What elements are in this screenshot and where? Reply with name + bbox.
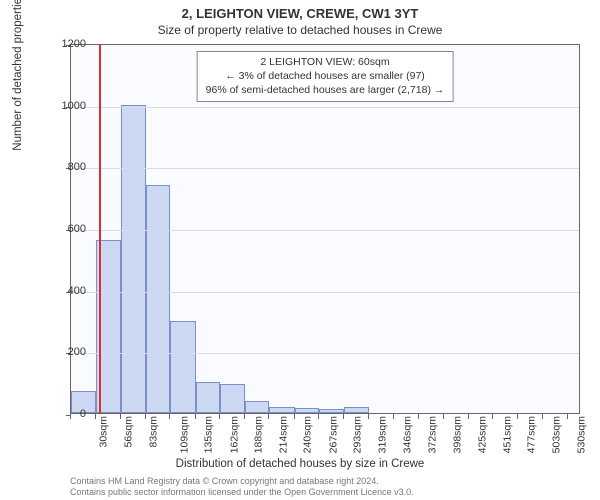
x-tick-label: 477sqm <box>526 416 538 453</box>
x-tick-mark <box>418 414 419 419</box>
x-tick-mark <box>542 414 543 419</box>
x-tick-mark <box>244 414 245 419</box>
annotation-line: 2 LEIGHTON VIEW: 60sqm <box>206 55 445 69</box>
y-axis-label: Number of detached properties <box>12 0 24 151</box>
y-tick-label: 1000 <box>46 100 86 112</box>
x-tick-label: 135sqm <box>203 416 215 453</box>
x-tick-mark <box>294 414 295 419</box>
x-tick-label: 214sqm <box>277 416 289 453</box>
chart-title-sub: Size of property relative to detached ho… <box>0 21 600 41</box>
histogram-bar <box>220 384 245 413</box>
footer-line: Contains public sector information licen… <box>70 487 414 498</box>
x-tick-label: 530sqm <box>576 416 588 453</box>
marker-line <box>99 45 101 413</box>
annotation-box: 2 LEIGHTON VIEW: 60sqm ← 3% of detached … <box>197 51 454 102</box>
x-tick-label: 162sqm <box>228 416 240 453</box>
grid-line <box>71 107 579 108</box>
footer-line: Contains HM Land Registry data © Crown c… <box>70 476 414 487</box>
x-tick-mark <box>145 414 146 419</box>
x-tick-label: 319sqm <box>376 416 388 453</box>
x-tick-label: 293sqm <box>352 416 364 453</box>
histogram-bar <box>121 105 146 413</box>
histogram-bar <box>295 408 320 413</box>
histogram-bar <box>344 407 370 413</box>
y-tick-label: 800 <box>46 161 86 173</box>
x-tick-mark <box>268 414 269 419</box>
x-tick-mark <box>368 414 369 419</box>
grid-line <box>71 353 579 354</box>
x-tick-label: 398sqm <box>451 416 463 453</box>
y-tick-label: 1200 <box>46 38 86 50</box>
x-tick-mark <box>95 414 96 419</box>
x-tick-mark <box>443 414 444 419</box>
x-tick-label: 109sqm <box>178 416 190 453</box>
x-tick-label: 267sqm <box>327 416 339 453</box>
annotation-line: 96% of semi-detached houses are larger (… <box>206 83 445 97</box>
histogram-bar <box>269 407 295 413</box>
histogram-bar <box>245 401 270 413</box>
footer-attribution: Contains HM Land Registry data © Crown c… <box>70 476 414 498</box>
histogram-bar <box>146 185 171 413</box>
x-tick-mark <box>318 414 319 419</box>
x-tick-mark <box>567 414 568 419</box>
y-tick-label: 200 <box>46 346 86 358</box>
x-tick-label: 188sqm <box>253 416 265 453</box>
histogram-bar <box>196 382 221 413</box>
histogram-bar <box>319 409 344 413</box>
x-tick-label: 56sqm <box>122 416 134 448</box>
x-tick-mark <box>393 414 394 419</box>
x-tick-label: 30sqm <box>98 416 110 448</box>
x-tick-mark <box>343 414 344 419</box>
x-tick-mark <box>219 414 220 419</box>
y-tick-label: 400 <box>46 285 86 297</box>
grid-line <box>71 292 579 293</box>
annotation-line: ← 3% of detached houses are smaller (97) <box>206 69 445 83</box>
x-tick-mark <box>120 414 121 419</box>
x-tick-mark <box>195 414 196 419</box>
grid-line <box>71 168 579 169</box>
grid-line <box>71 230 579 231</box>
chart-title-main: 2, LEIGHTON VIEW, CREWE, CW1 3YT <box>0 0 600 21</box>
x-tick-mark <box>492 414 493 419</box>
x-tick-label: 240sqm <box>302 416 314 453</box>
x-tick-mark <box>169 414 170 419</box>
x-tick-mark <box>468 414 469 419</box>
x-tick-label: 425sqm <box>476 416 488 453</box>
x-tick-label: 503sqm <box>550 416 562 453</box>
x-tick-label: 346sqm <box>402 416 414 453</box>
x-tick-label: 83sqm <box>148 416 160 448</box>
x-tick-mark <box>70 414 71 419</box>
chart-plot-area: 2 LEIGHTON VIEW: 60sqm ← 3% of detached … <box>70 44 580 414</box>
x-tick-mark <box>517 414 518 419</box>
x-tick-label: 451sqm <box>501 416 513 453</box>
y-tick-label: 600 <box>46 223 86 235</box>
x-axis-label: Distribution of detached houses by size … <box>0 458 600 470</box>
x-tick-label: 372sqm <box>426 416 438 453</box>
histogram-bar <box>170 321 196 414</box>
